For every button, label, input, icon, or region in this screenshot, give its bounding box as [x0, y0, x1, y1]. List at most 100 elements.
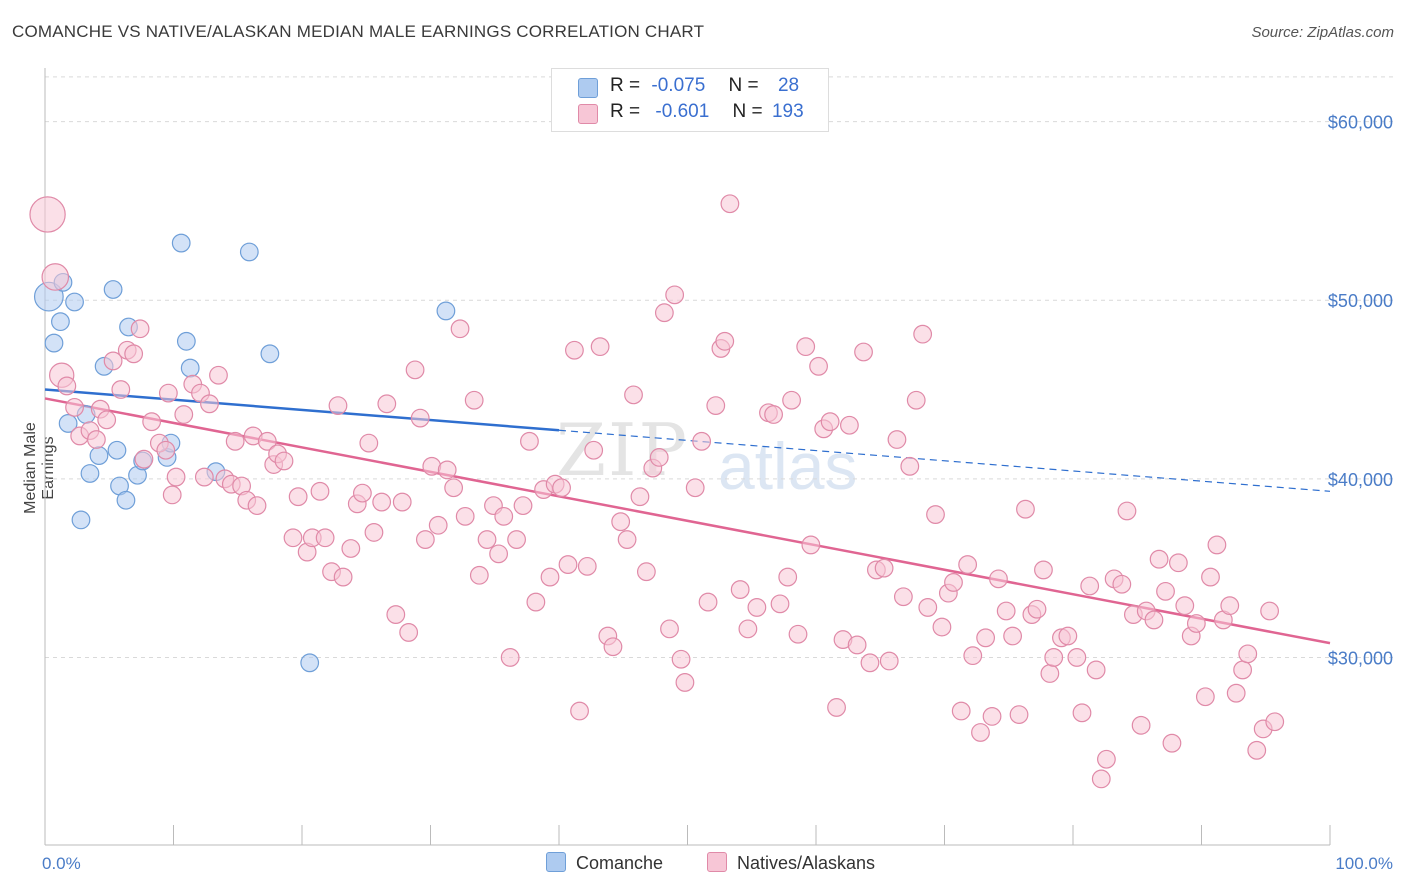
data-point [41, 263, 70, 291]
data-point [1003, 626, 1023, 646]
data-point [685, 478, 705, 498]
data-point [1220, 596, 1240, 616]
trend-lines [44, 388, 1331, 645]
data-point [166, 467, 186, 487]
legend-n-value: 193 [771, 101, 804, 122]
data-point [103, 351, 123, 371]
data-point [520, 431, 539, 451]
data-point [1175, 596, 1195, 616]
data-point [260, 344, 280, 364]
data-point [971, 723, 990, 742]
data-point [328, 396, 348, 415]
data-point [1238, 644, 1258, 664]
data-point [630, 487, 650, 507]
data-point [617, 530, 637, 549]
data-point [239, 242, 259, 262]
data-point [854, 342, 873, 362]
data-point [976, 628, 996, 648]
data-point [392, 492, 412, 512]
data-point [124, 344, 144, 364]
y-tick-label: $40,000 [1328, 470, 1393, 490]
data-point [720, 194, 740, 214]
data-point [437, 460, 457, 480]
data-point [158, 383, 178, 403]
grid-lines [45, 76, 1395, 658]
data-point [738, 619, 758, 639]
data-point [1260, 601, 1280, 621]
data-point [624, 385, 643, 405]
data-point [820, 412, 840, 432]
data-point [570, 701, 589, 721]
data-point [44, 333, 64, 353]
data-point [840, 415, 859, 435]
data-point [958, 555, 978, 574]
data-point [770, 594, 790, 614]
data-point [1162, 733, 1182, 753]
data-point [310, 481, 330, 501]
data-point [1067, 648, 1087, 667]
data-point [660, 619, 679, 639]
data-point [747, 598, 767, 617]
trend-line-solid [44, 388, 560, 432]
data-point [116, 490, 136, 510]
data-point [1009, 705, 1029, 725]
y-tick-label: $50,000 [1328, 291, 1393, 311]
legend-r-value: -0.601 [655, 101, 710, 122]
data-point [1091, 769, 1111, 789]
data-point [584, 440, 604, 460]
data-point [801, 535, 821, 555]
data-point [796, 337, 816, 357]
data-point [706, 396, 726, 415]
data-point [1149, 549, 1169, 569]
data-point [494, 506, 514, 526]
data-point [200, 394, 219, 414]
data-point [1097, 749, 1116, 769]
series-1 [29, 194, 1285, 789]
legend-n-label: N = [732, 101, 763, 122]
correlation-legend: R = -0.075 N = 28 R = -0.601 N = 193 [551, 68, 829, 132]
data-point [176, 331, 196, 351]
data-point [489, 544, 509, 564]
data-point [1247, 740, 1267, 760]
data-point [1072, 703, 1092, 723]
data-point [103, 280, 123, 299]
data-point [577, 556, 597, 576]
data-point [364, 523, 384, 542]
data-point [1195, 687, 1215, 707]
data-point [209, 365, 228, 385]
data-point [377, 394, 397, 414]
data-point [1186, 614, 1206, 633]
data-point [455, 506, 475, 526]
data-point [778, 567, 798, 587]
data-point [558, 555, 578, 574]
data-point [932, 617, 952, 637]
data-point [918, 598, 938, 617]
data-point [399, 623, 419, 642]
data-point [1201, 567, 1220, 587]
data-point [913, 324, 933, 344]
data-point [1086, 660, 1106, 680]
data-point [1058, 626, 1078, 646]
data-point [698, 592, 718, 612]
data-point [422, 456, 442, 476]
data-point [134, 449, 154, 469]
legend-n-value: 28 [777, 75, 800, 96]
bottom-legend-natives: Natives/Alaskans [707, 852, 875, 874]
data-point [51, 312, 70, 332]
data-point [111, 380, 131, 399]
data-point [1226, 683, 1246, 703]
watermark-zip: ZIP [556, 408, 689, 492]
data-point [86, 430, 106, 449]
data-point [71, 510, 91, 530]
y-tick-label: $60,000 [1328, 113, 1393, 133]
data-point [142, 412, 162, 432]
data-point [171, 233, 191, 253]
data-point [893, 587, 913, 607]
data-point [782, 390, 801, 410]
data-point [565, 340, 584, 360]
source-label: Source: ZipAtlas.com [1251, 24, 1394, 41]
data-point [996, 601, 1016, 621]
trend-line-dashed [558, 429, 1331, 492]
data-point [333, 567, 353, 587]
x-tick-label: 0.0% [42, 854, 81, 873]
